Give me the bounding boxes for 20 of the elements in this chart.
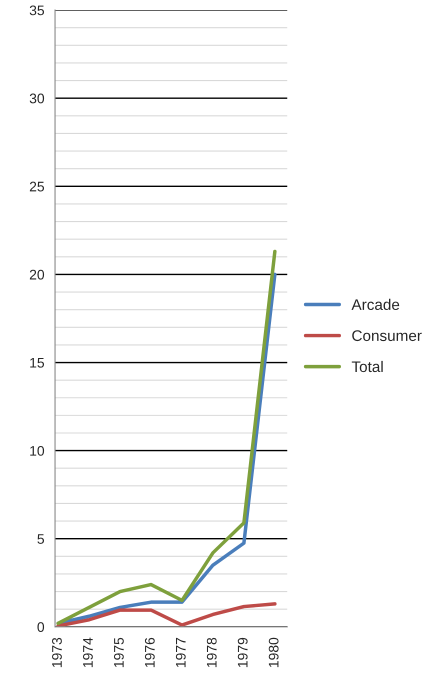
x-tick-label: 1974 <box>82 638 93 668</box>
legend-label: Consumer <box>352 330 422 342</box>
legend-label: Arcade <box>352 298 400 310</box>
line-series <box>56 602 277 627</box>
x-tick-label: 1977 <box>176 638 186 668</box>
x-tick-label: 1976 <box>144 638 155 668</box>
y-tick-label: 20 <box>30 270 44 280</box>
x-tick-label: 1975 <box>114 638 124 668</box>
y-tick-label: 15 <box>30 358 44 368</box>
y-tick-label: 5 <box>37 534 44 544</box>
legend-label: Total <box>352 360 383 372</box>
x-tick-label: 1973 <box>52 638 62 668</box>
y-tick-label: 0 <box>37 622 44 632</box>
y-tick-label: 10 <box>30 446 44 456</box>
x-tick-label: 1980 <box>268 638 279 668</box>
y-tick-label: 30 <box>30 94 44 104</box>
y-tick-label: 25 <box>30 182 44 192</box>
x-tick-label: 1979 <box>238 638 248 668</box>
y-tick-label: 35 <box>30 5 44 16</box>
x-tick-label: 1978 <box>206 638 217 668</box>
